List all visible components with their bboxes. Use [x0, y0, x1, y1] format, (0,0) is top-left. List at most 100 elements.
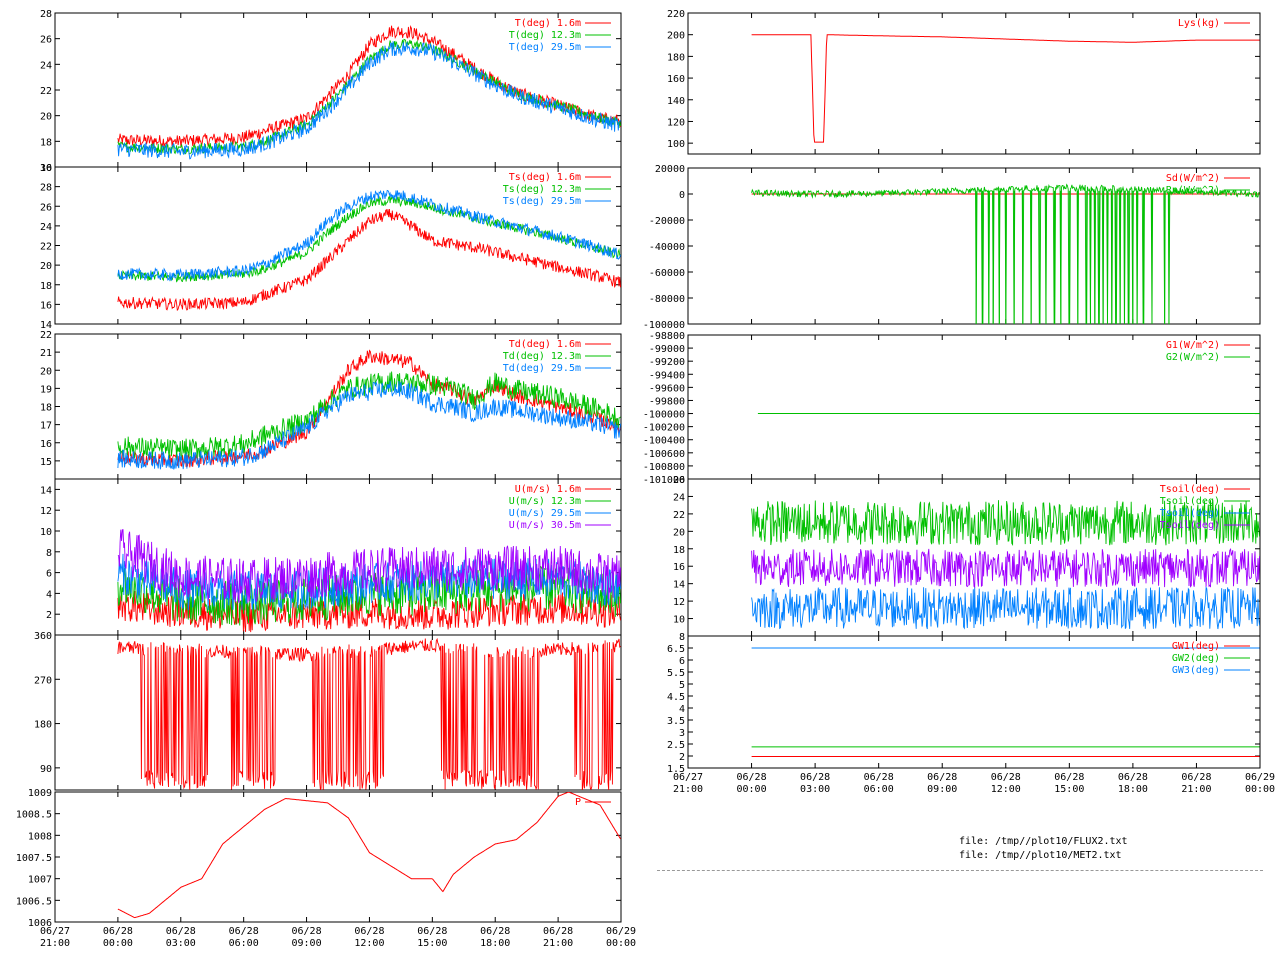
y-tick-label: 14 [40, 485, 52, 496]
legend-label: U(m/s) 12.3m [509, 496, 581, 507]
y-tick-label: 1009 [28, 788, 52, 799]
wind-speed-plot-area [117, 529, 621, 633]
y-tick-label: -101000 [643, 475, 685, 486]
y-tick-label: 8 [679, 632, 685, 643]
x-tick-date: 06/28 [927, 772, 957, 783]
x-tick-date: 06/28 [864, 772, 894, 783]
y-tick-label: -100400 [643, 436, 685, 447]
ground-flux-chart: -101000 -100800 -100600 -100400 -100200 -1000… [643, 331, 1261, 486]
legend-label: U(m/s) 29.5m [509, 508, 581, 519]
legend-label: Td(deg) 1.6m [509, 339, 581, 350]
y-tick-label: 120 [667, 117, 685, 128]
dewpoint-plot-area [117, 349, 621, 470]
x-tick-date: 06/29 [606, 926, 636, 937]
series-line-air-temp-2 [117, 41, 621, 160]
x-tick-date: 06/27 [673, 772, 703, 783]
series-line-wind-direction-0 [117, 637, 621, 790]
radiation-plot-area [751, 183, 1260, 324]
x-tick-time: 06:00 [229, 938, 259, 949]
y-tick-label: 26 [40, 202, 52, 213]
y-tick-label: 2.5 [667, 740, 685, 751]
legend-label: U(m/s) 1.6m [515, 484, 581, 495]
wind-direction-chart: 90 180 270 360 [34, 631, 622, 791]
legend-label: Lys(kg) [1178, 18, 1220, 29]
x-tick-time: 09:00 [292, 938, 322, 949]
y-tick-label: 8 [46, 548, 52, 559]
series-line-soil-temp-1 [751, 500, 1260, 546]
y-tick-label: 20 [40, 112, 52, 123]
y-tick-label: 22 [673, 510, 685, 521]
y-tick-label: -99000 [649, 344, 685, 355]
soil-temp-chart: 8101214161820222426Tsoil(deg)Tsoil(deg)T… [673, 475, 1261, 643]
lys-frame [687, 12, 1261, 155]
x-tick-time: 03:00 [800, 784, 830, 795]
y-tick-label: -99600 [649, 383, 685, 394]
y-tick-label: 180 [667, 52, 685, 63]
file-list: file: /tmp//plot10/FLUX2.txt file: /tmp//… [959, 835, 1128, 863]
legend-label: Ts(deg) 12.3m [503, 184, 581, 195]
y-tick-label: 6 [679, 656, 685, 667]
x-tick-date: 06/28 [1054, 772, 1084, 783]
x-tick-date: 06/28 [1118, 772, 1148, 783]
y-tick-label: 12 [673, 597, 685, 608]
y-tick-label: 16 [40, 300, 52, 311]
series-line-surface-temp-1 [117, 195, 621, 283]
legend-label: Ts(deg) 1.6m [509, 172, 581, 183]
y-tick-label: 1006.5 [16, 896, 52, 907]
y-tick-label: 2 [679, 752, 685, 763]
y-tick-label: 21 [40, 348, 52, 359]
legend-label: Rn(W/m^2) [1166, 185, 1220, 196]
x-tick-date: 06/28 [354, 926, 384, 937]
y-tick-label: 1008 [28, 831, 52, 842]
series-line-soil-temp-2 [751, 585, 1260, 630]
y-tick-label: 2 [46, 610, 52, 621]
legend-label: Tsoil(deg) [1160, 496, 1220, 507]
y-tick-label: 18 [40, 403, 52, 414]
series-line-pressure-0 [117, 792, 621, 919]
y-tick-label: 19 [40, 384, 52, 395]
x-tick-time: 00:00 [103, 938, 133, 949]
groundwater-chart: 1.522.533.544.555.566.506/2721:0006/2800… [667, 635, 1275, 795]
x-tick-date: 06/28 [1181, 772, 1211, 783]
series-line-soil-temp-3 [751, 547, 1260, 589]
x-tick-time: 15:00 [417, 938, 447, 949]
y-tick-label: 22 [40, 86, 52, 97]
y-tick-label: 26 [40, 35, 52, 46]
legend-label: Sd(W/m^2) [1166, 173, 1220, 184]
x-tick-time: 18:00 [1118, 784, 1148, 795]
y-tick-label: 1.5 [667, 764, 685, 775]
y-tick-label: 16 [673, 562, 685, 573]
wind-direction-plot-area [117, 637, 621, 790]
x-tick-date: 06/28 [800, 772, 830, 783]
y-tick-label: 14 [673, 580, 685, 591]
series-line-dewpoint-1 [117, 371, 621, 462]
legend-label: GW2(deg) [1172, 653, 1220, 664]
lys-plot-area [751, 34, 1260, 143]
y-tick-label: 16 [40, 163, 52, 174]
y-tick-label: 26 [673, 475, 685, 486]
y-tick-label: 0 [679, 190, 685, 201]
y-tick-label: 1007 [28, 875, 52, 886]
groundwater-frame [687, 635, 1261, 769]
x-tick-time: 21:00 [543, 938, 573, 949]
y-tick-label: -98800 [649, 331, 685, 342]
y-tick-label: 18 [673, 545, 685, 556]
groundwater-plot-area [751, 647, 1260, 757]
x-tick-date: 06/28 [543, 926, 573, 937]
y-tick-label: 16 [40, 439, 52, 450]
x-tick-time: 21:00 [1181, 784, 1211, 795]
legend-label: G1(W/m^2) [1166, 340, 1220, 351]
legend-label: Tsoil(deg) [1160, 508, 1220, 519]
y-tick-label: 20000 [655, 164, 685, 175]
y-tick-label: 24 [673, 492, 685, 503]
separator-line [657, 870, 1263, 871]
y-tick-label: 22 [40, 330, 52, 341]
x-tick-date: 06/28 [480, 926, 510, 937]
surface-temp-plot-area [117, 189, 621, 312]
y-tick-label: 17 [40, 421, 52, 432]
x-tick-date: 06/29 [1245, 772, 1275, 783]
legend-label: G2(W/m^2) [1166, 352, 1220, 363]
y-tick-label: 22 [40, 242, 52, 253]
y-tick-label: 30 [40, 163, 52, 174]
x-tick-date: 06/28 [229, 926, 259, 937]
